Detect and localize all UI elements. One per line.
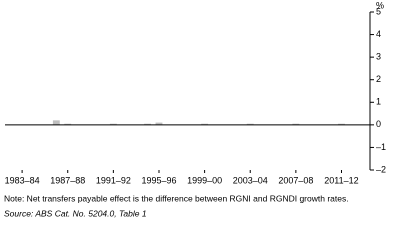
x-tick-label: 1995–96: [141, 175, 176, 185]
y-tick-label: 4: [376, 29, 381, 39]
x-tick-label: 1983–84: [5, 175, 40, 185]
y-tick-label: 0: [376, 119, 381, 129]
y-tick-label: –2: [376, 164, 386, 174]
y-tick-label: –1: [376, 142, 386, 152]
bar: [144, 123, 151, 125]
chart: % Note: Net transfers payable effect is …: [4, 0, 386, 218]
x-tick-label: 1999–00: [187, 175, 222, 185]
bar: [155, 122, 163, 125]
bar: [52, 120, 60, 125]
unit-label: %: [376, 0, 384, 10]
bar: [338, 123, 345, 125]
y-tick-label: 5: [376, 6, 381, 16]
source: Source: ABS Cat. No. 5204.0, Table 1: [4, 208, 147, 218]
x-tick-label: 2011–12: [324, 175, 358, 185]
bar: [292, 123, 300, 125]
note: Note: Net transfers payable effect is th…: [4, 193, 349, 203]
y-tick-label: 3: [376, 52, 381, 62]
x-tick-label: 2007–08: [278, 175, 313, 185]
x-tick-label: 1991–92: [96, 175, 131, 185]
bar: [64, 123, 72, 125]
bar: [246, 123, 254, 125]
bar: [109, 123, 117, 125]
bar: [201, 123, 209, 125]
y-tick-label: 2: [376, 74, 381, 84]
x-tick-label: 2003–04: [233, 175, 268, 185]
y-tick-label: 1: [376, 97, 381, 107]
x-tick-label: 1987–88: [50, 175, 85, 185]
